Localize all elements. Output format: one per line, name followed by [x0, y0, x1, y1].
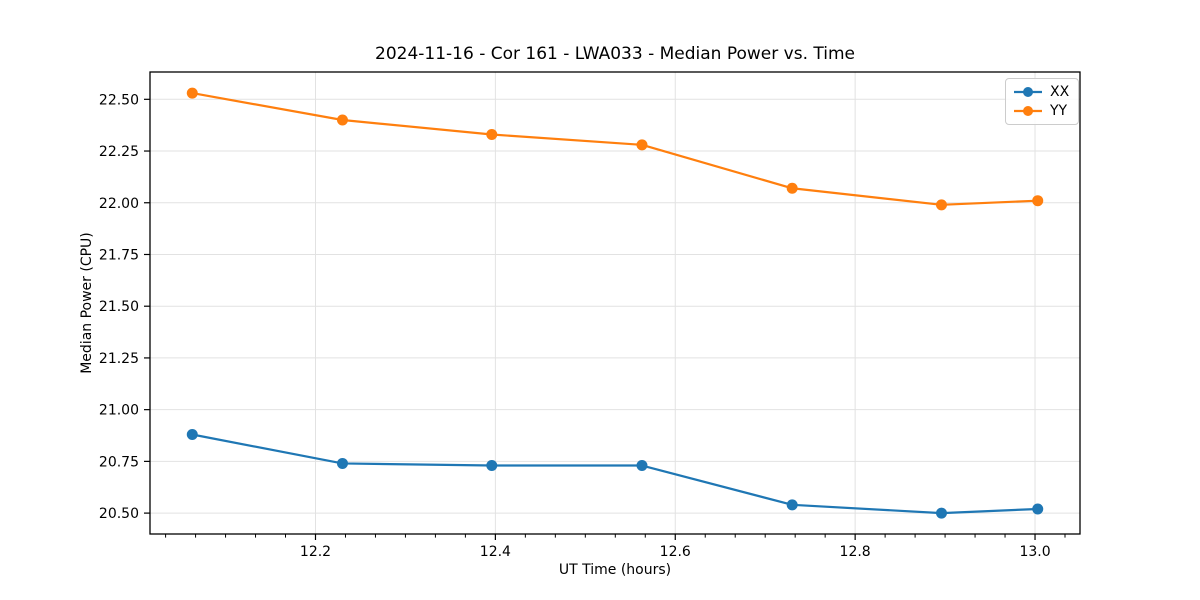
legend-marker-xx-icon — [1014, 87, 1042, 97]
x-axis-ticks: 12.2 12.4 12.6 12.8 13.0 — [300, 534, 1051, 560]
y-tick-label: 22.00 — [99, 196, 139, 212]
data-point-yy — [486, 128, 498, 140]
axes-spines — [149, 71, 1081, 535]
data-point-yy — [186, 87, 198, 99]
data-point-yy — [636, 139, 648, 151]
legend-item-xx: XX — [1013, 84, 1069, 100]
legend-marker-yy-icon — [1014, 106, 1042, 116]
x-tick-label: 12.2 — [300, 544, 331, 560]
legend-label-xx: XX — [1050, 84, 1070, 100]
series-line-xx — [191, 433, 1039, 515]
y-tick-label: 22.25 — [99, 144, 139, 160]
data-point-xx — [636, 460, 648, 472]
y-tick-label: 22.50 — [99, 92, 139, 108]
legend-item-yy: YY — [1013, 103, 1069, 119]
chart-title: 2024-11-16 - Cor 161 - LWA033 - Median P… — [375, 44, 855, 64]
x-tick-label: 12.4 — [480, 544, 511, 560]
data-point-yy — [336, 114, 348, 126]
data-point-yy — [786, 182, 798, 194]
series-yy — [186, 87, 1044, 211]
x-tick-label: 12.6 — [660, 544, 691, 560]
y-tick-label: 21.25 — [99, 351, 139, 367]
y-tick-label: 21.75 — [99, 247, 139, 263]
y-tick-label: 20.50 — [99, 506, 139, 522]
legend: XX YY — [1005, 78, 1080, 125]
y-tick-label: 21.50 — [99, 299, 139, 315]
y-tick-label: 20.75 — [99, 454, 139, 470]
series-line-yy — [191, 92, 1039, 206]
data-point-xx — [336, 457, 348, 469]
y-axis-label: Median Power (CPU) — [79, 232, 95, 374]
data-point-xx — [786, 499, 798, 511]
x-tick-label: 12.8 — [840, 544, 871, 560]
data-point-yy — [935, 199, 947, 211]
x-axis-label: UT Time (hours) — [558, 562, 672, 578]
data-point-xx — [1032, 503, 1044, 515]
y-axis-ticks: 20.50 20.75 21.00 21.25 21.50 21.75 22.00 22.25… — [99, 92, 150, 522]
series-xx — [186, 428, 1044, 519]
data-point-yy — [1032, 195, 1044, 207]
data-point-xx — [186, 428, 198, 440]
data-point-xx — [935, 507, 947, 519]
data-point-xx — [486, 460, 498, 472]
legend-label-yy: YY — [1050, 103, 1068, 119]
x-tick-label: 13.0 — [1019, 544, 1050, 560]
y-tick-label: 21.00 — [99, 403, 139, 419]
